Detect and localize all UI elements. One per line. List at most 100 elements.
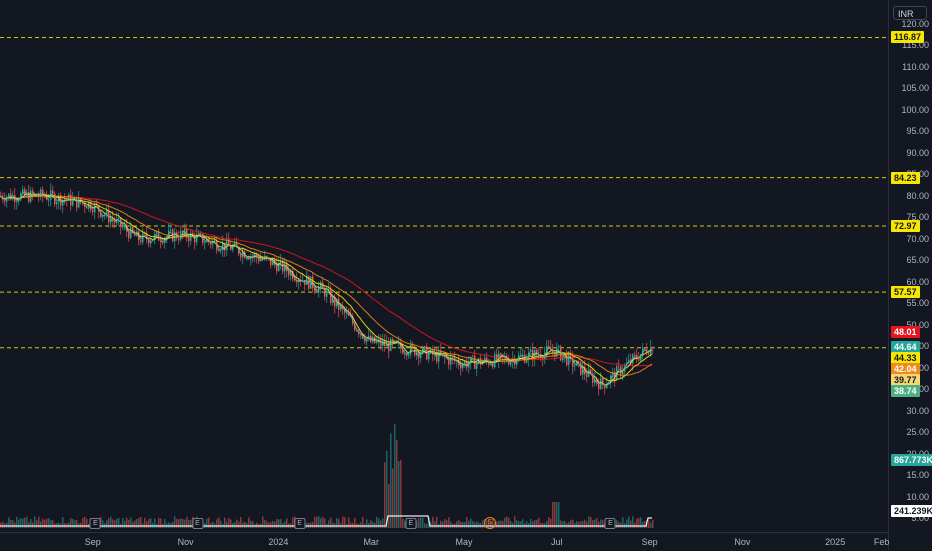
volume-bar xyxy=(228,518,230,528)
volume-bar xyxy=(336,518,338,528)
earnings-marker-icon[interactable]: E xyxy=(604,518,616,529)
candle xyxy=(546,346,548,353)
candle xyxy=(78,197,80,208)
volume-bar xyxy=(68,522,70,528)
volume-bar xyxy=(138,518,140,528)
volume-bar xyxy=(158,517,160,528)
volume-bar xyxy=(538,517,540,528)
price-axis[interactable]: INR 120.00 115.00 110.00 105.00 100.00 95.00 9… xyxy=(888,0,932,550)
candle xyxy=(324,287,326,297)
volume-bar xyxy=(266,521,268,528)
volume-bar xyxy=(366,519,368,528)
volume-bar xyxy=(426,523,428,528)
volume-bar xyxy=(116,518,118,528)
volume-bar xyxy=(28,522,30,528)
volume-bar xyxy=(146,521,148,528)
earnings-marker-icon[interactable]: E xyxy=(192,518,204,529)
volume-bar xyxy=(72,518,74,528)
price-tick: 80.00 xyxy=(906,190,929,201)
volume-bar xyxy=(632,516,634,528)
volume-bar xyxy=(132,522,134,528)
volume-bar xyxy=(48,518,50,528)
volume-bar xyxy=(616,520,618,528)
candle xyxy=(102,215,104,217)
candle xyxy=(258,257,260,262)
candle xyxy=(536,349,538,355)
volume-bar xyxy=(168,522,170,528)
volume-bar xyxy=(436,516,438,528)
moving-average-line[interactable] xyxy=(0,195,653,376)
price-badge: 57.57 xyxy=(891,286,920,299)
currency-label[interactable]: INR xyxy=(893,6,927,20)
volume-bar xyxy=(124,520,126,528)
price-chart[interactable] xyxy=(0,0,888,532)
volume-bar xyxy=(652,519,654,528)
candle xyxy=(122,226,124,228)
candle xyxy=(584,366,586,375)
candle xyxy=(276,263,278,272)
time-axis[interactable]: Sep Nov 2024 Mar May Jul Sep Nov 2025 Feb xyxy=(0,532,889,551)
candle xyxy=(330,289,332,303)
volume-bar xyxy=(570,520,572,528)
time-label: 2025 xyxy=(825,537,846,547)
price-badge: 44.64 xyxy=(891,341,920,353)
moving-average-line[interactable] xyxy=(0,195,653,367)
volume-bar xyxy=(462,521,464,528)
volume-bar xyxy=(118,517,120,528)
price-tick: 15.00 xyxy=(906,470,929,481)
volume-bar xyxy=(476,521,478,528)
earnings-marker-icon[interactable]: E xyxy=(405,518,417,529)
time-label: Nov xyxy=(177,537,194,547)
volume-bar xyxy=(532,521,534,528)
candle xyxy=(596,378,598,383)
volume-bar xyxy=(16,516,18,528)
moving-average-line[interactable] xyxy=(0,191,653,387)
candle xyxy=(272,259,274,266)
candle xyxy=(460,365,462,369)
volume-bar xyxy=(218,517,220,528)
volume-bar xyxy=(372,521,374,528)
earnings-marker-icon[interactable]: E xyxy=(89,518,101,529)
split-marker-icon[interactable]: S xyxy=(483,517,496,529)
time-label: Jul xyxy=(551,537,563,547)
volume-bar xyxy=(318,516,320,528)
volume-bar xyxy=(560,520,562,528)
candle xyxy=(436,351,438,362)
candle xyxy=(604,384,606,389)
candle xyxy=(428,352,430,360)
candle xyxy=(488,360,490,365)
candle xyxy=(92,209,94,213)
volume-bar xyxy=(522,519,524,528)
volume-bar xyxy=(230,519,232,528)
volume-bar xyxy=(46,518,48,528)
candle xyxy=(296,279,298,283)
earnings-marker-icon[interactable]: E xyxy=(294,518,306,529)
volume-bar xyxy=(36,520,38,528)
volume-bar xyxy=(148,519,150,528)
candle xyxy=(214,240,216,242)
volume-bar xyxy=(630,520,632,528)
candle xyxy=(602,378,604,385)
volume-bar xyxy=(506,516,508,528)
candle xyxy=(578,361,580,363)
candle xyxy=(292,270,294,279)
candle xyxy=(380,339,382,346)
candle xyxy=(478,358,480,363)
price-tick: 95.00 xyxy=(906,126,929,137)
volume-bar xyxy=(588,516,590,528)
candle xyxy=(54,193,56,205)
moving-averages xyxy=(0,191,653,387)
candle xyxy=(452,357,454,358)
candle xyxy=(634,354,636,356)
candle xyxy=(412,343,414,347)
volume-bar xyxy=(394,423,396,528)
candle xyxy=(420,353,422,358)
volume-bar xyxy=(530,518,532,528)
volume-bar xyxy=(370,520,372,528)
volume-bar xyxy=(216,519,218,528)
candle xyxy=(6,197,8,202)
volume-bar xyxy=(600,519,602,528)
price-badge: 84.23 xyxy=(891,171,920,184)
candle xyxy=(4,199,6,202)
